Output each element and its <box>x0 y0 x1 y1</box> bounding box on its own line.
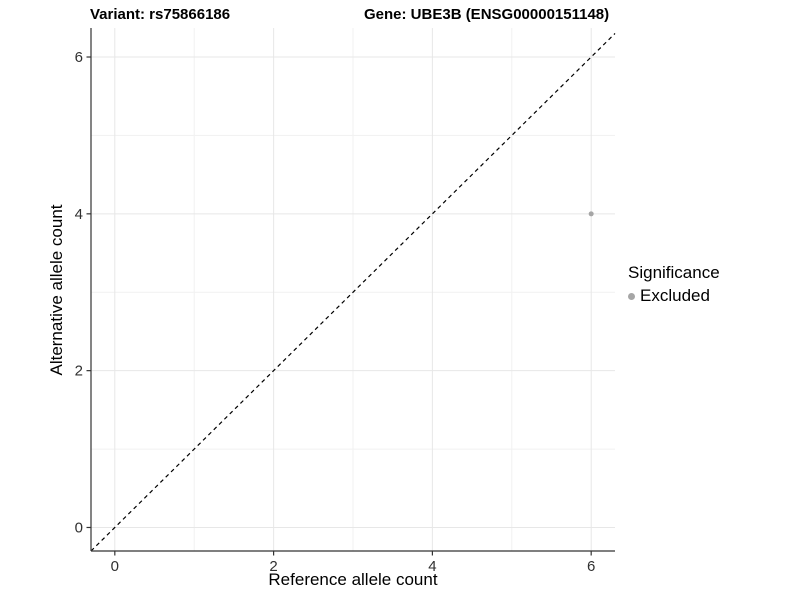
y-tick-label: 4 <box>75 206 83 223</box>
x-tick-label: 6 <box>587 558 595 575</box>
x-axis-title: Reference allele count <box>268 570 438 589</box>
x-tick-label: 4 <box>428 558 436 575</box>
legend-item-excluded: Excluded <box>628 286 720 306</box>
x-tick-label: 0 <box>111 558 119 575</box>
identity-reference-line <box>90 33 616 552</box>
excluded-point-icon <box>628 292 635 300</box>
y-axis-title: Alternative allele count <box>47 204 66 376</box>
legend: Significance Excluded <box>628 263 720 306</box>
y-tick-label: 2 <box>75 363 83 380</box>
gene-title: Gene: UBE3B (ENSG00000151148) <box>364 6 610 23</box>
y-tick-label: 0 <box>75 519 83 536</box>
x-tick-label: 2 <box>269 558 277 575</box>
legend-title: Significance <box>628 263 720 282</box>
legend-item-label: Excluded <box>640 286 710 305</box>
variant-title: Variant: rs75866186 <box>90 6 231 23</box>
data-point <box>588 211 594 217</box>
y-tick-label: 6 <box>75 49 83 66</box>
